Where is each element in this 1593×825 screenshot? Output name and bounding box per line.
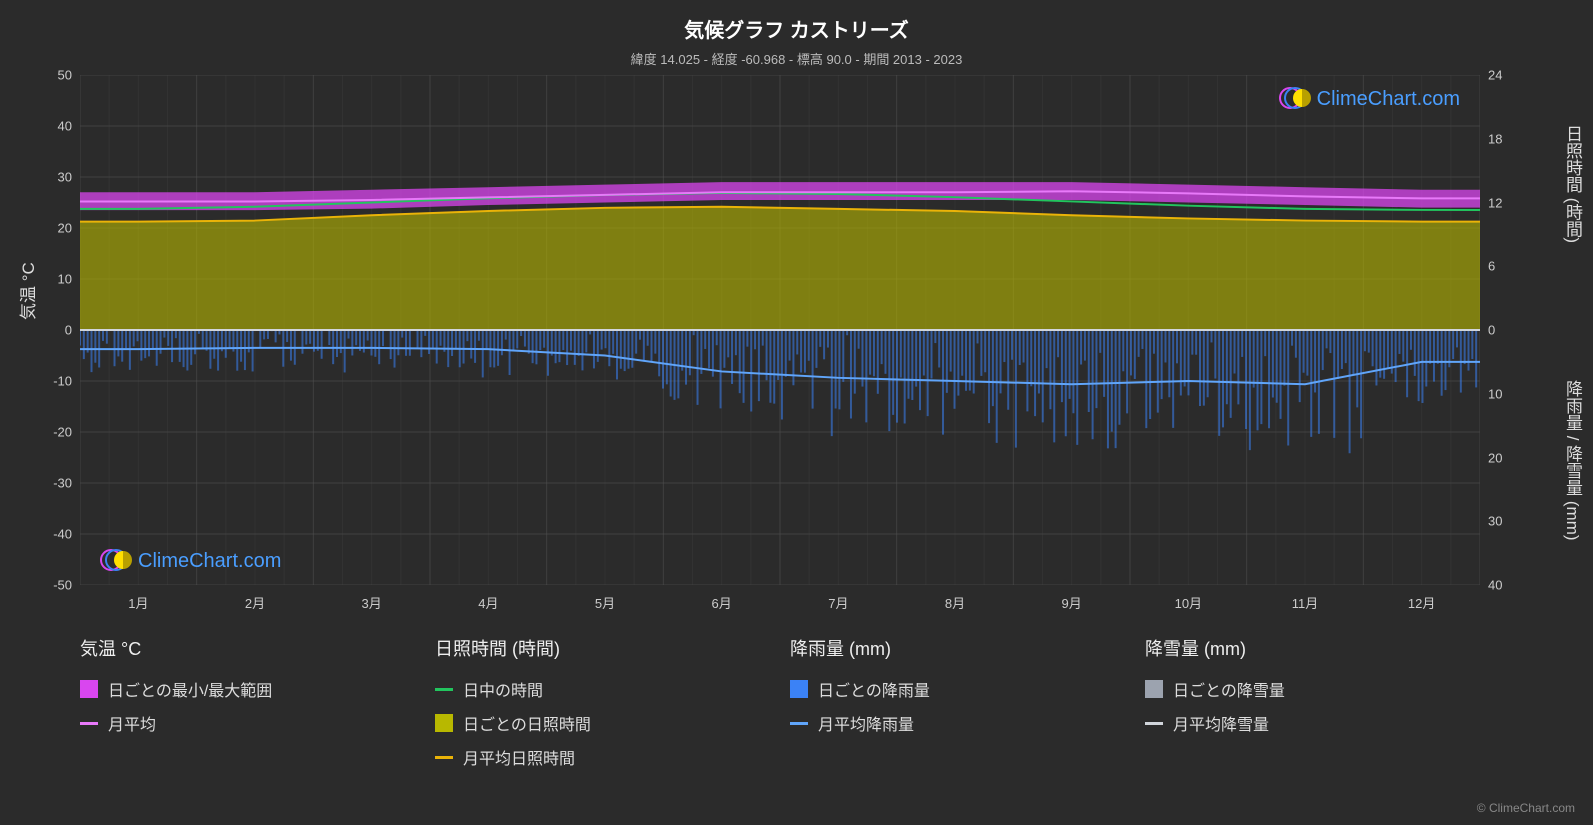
- legend-item: 日ごとの最小/最大範囲: [80, 677, 415, 701]
- legend-item: 日ごとの降雨量: [790, 677, 1125, 701]
- legend-column: 気温 °C 日ごとの最小/最大範囲月平均: [80, 635, 415, 769]
- climate-chart-container: { "title": "気候グラフ カストリーズ", "subtitle": "…: [0, 0, 1593, 825]
- chart-svg: [80, 75, 1480, 585]
- x-tick: 2月: [245, 585, 265, 612]
- legend-header: 日照時間 (時間): [435, 635, 770, 661]
- x-tick: 10月: [1175, 585, 1202, 612]
- legend-swatch: [790, 722, 808, 725]
- legend-column: 降雪量 (mm) 日ごとの降雪量月平均降雪量: [1145, 635, 1480, 769]
- legend-label: 月平均降雪量: [1173, 711, 1269, 735]
- legend-label: 月平均日照時間: [463, 745, 575, 769]
- legend-swatch: [1145, 722, 1163, 725]
- right-tick: 30: [1480, 514, 1502, 529]
- left-tick: 30: [58, 170, 80, 185]
- legend-header: 気温 °C: [80, 635, 415, 661]
- right-tick: 6: [1480, 259, 1495, 274]
- right-tick: 18: [1480, 131, 1502, 146]
- legend-item: 月平均降雨量: [790, 711, 1125, 735]
- legend-swatch: [435, 714, 453, 732]
- logo-icon: [1279, 87, 1311, 111]
- watermark-text: ClimeChart.com: [1317, 88, 1460, 111]
- left-tick: 40: [58, 119, 80, 134]
- x-tick: 8月: [945, 585, 965, 612]
- left-tick: -10: [53, 374, 80, 389]
- legend-header: 降雨量 (mm): [790, 635, 1125, 661]
- x-tick: 6月: [712, 585, 732, 612]
- watermark-logo-bottom: ClimeChart.com: [100, 549, 281, 573]
- legend-item: 月平均日照時間: [435, 745, 770, 769]
- right-tick: 10: [1480, 386, 1502, 401]
- watermark-text: ClimeChart.com: [138, 550, 281, 573]
- left-tick: 50: [58, 68, 80, 83]
- legend-item: 月平均: [80, 711, 415, 735]
- y-axis-left-label: 気温 °C: [14, 262, 39, 320]
- legend-header: 降雪量 (mm): [1145, 635, 1480, 661]
- right-tick: 12: [1480, 195, 1502, 210]
- y-axis-right-bottom-label: 降雨量 / 降雪量 (mm): [1560, 380, 1585, 541]
- legend-label: 日ごとの降雪量: [1173, 677, 1285, 701]
- legend: 気温 °C 日ごとの最小/最大範囲月平均 日照時間 (時間) 日中の時間日ごとの日照時…: [80, 635, 1480, 769]
- right-tick: 0: [1480, 323, 1495, 338]
- plot-area: -50-40-30-20-1001020304050 0612182410203…: [80, 75, 1480, 585]
- left-tick: -50: [53, 578, 80, 593]
- watermark-logo-top: ClimeChart.com: [1279, 87, 1460, 111]
- legend-label: 日ごとの降雨量: [818, 677, 930, 701]
- legend-swatch: [80, 680, 98, 698]
- left-tick: -40: [53, 527, 80, 542]
- y-axis-right-top-label: 日照時間 (時間): [1560, 125, 1585, 243]
- legend-label: 日ごとの日照時間: [463, 711, 591, 735]
- right-tick: 24: [1480, 68, 1502, 83]
- left-tick: -30: [53, 476, 80, 491]
- legend-label: 日中の時間: [463, 677, 543, 701]
- legend-label: 月平均: [108, 711, 156, 735]
- legend-label: 日ごとの最小/最大範囲: [108, 677, 272, 701]
- legend-label: 月平均降雨量: [818, 711, 914, 735]
- x-tick: 4月: [478, 585, 498, 612]
- x-tick: 12月: [1408, 585, 1435, 612]
- x-tick: 3月: [362, 585, 382, 612]
- legend-item: 日ごとの日照時間: [435, 711, 770, 735]
- legend-swatch: [435, 756, 453, 759]
- x-tick: 9月: [1062, 585, 1082, 612]
- legend-item: 日ごとの降雪量: [1145, 677, 1480, 701]
- logo-icon: [100, 549, 132, 573]
- legend-item: 月平均降雪量: [1145, 711, 1480, 735]
- legend-column: 日照時間 (時間) 日中の時間日ごとの日照時間月平均日照時間: [435, 635, 770, 769]
- chart-subtitle: 緯度 14.025 - 経度 -60.968 - 標高 90.0 - 期間 20…: [0, 43, 1593, 68]
- legend-swatch: [435, 688, 453, 691]
- legend-swatch: [80, 722, 98, 725]
- legend-item: 日中の時間: [435, 677, 770, 701]
- x-tick: 5月: [595, 585, 615, 612]
- legend-swatch: [1145, 680, 1163, 698]
- right-tick: 40: [1480, 578, 1502, 593]
- right-tick: 20: [1480, 450, 1502, 465]
- left-tick: 10: [58, 272, 80, 287]
- x-tick: 1月: [128, 585, 148, 612]
- x-tick: 11月: [1292, 585, 1319, 612]
- credit-text: © ClimeChart.com: [1477, 801, 1575, 815]
- x-tick: 7月: [828, 585, 848, 612]
- left-tick: -20: [53, 425, 80, 440]
- legend-swatch: [790, 680, 808, 698]
- left-tick: 20: [58, 221, 80, 236]
- left-tick: 0: [65, 323, 80, 338]
- legend-column: 降雨量 (mm) 日ごとの降雨量月平均降雨量: [790, 635, 1125, 769]
- chart-title: 気候グラフ カストリーズ: [0, 0, 1593, 43]
